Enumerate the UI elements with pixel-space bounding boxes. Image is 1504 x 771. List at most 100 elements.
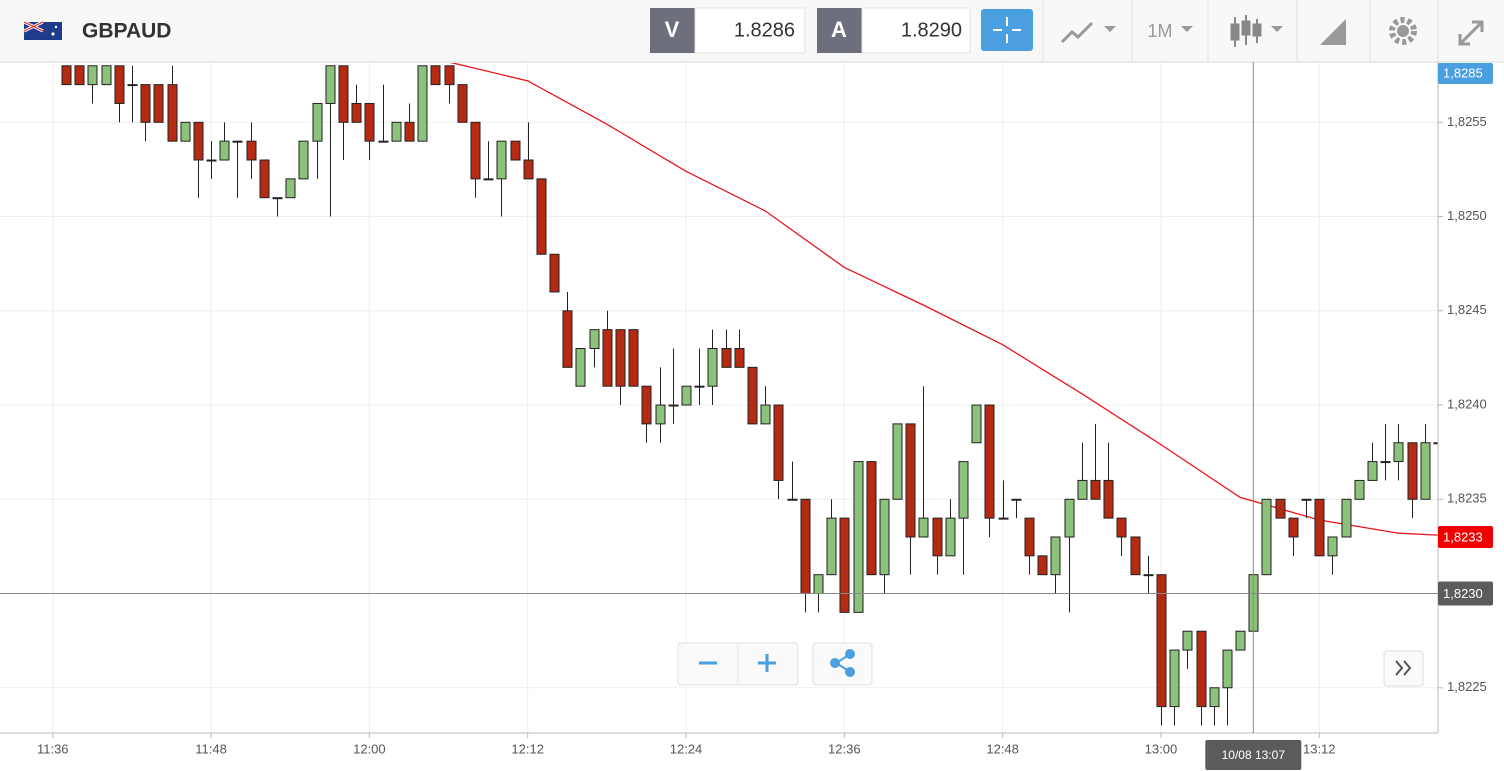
candle-body (470, 121, 481, 180)
candle-body (602, 329, 613, 387)
candle-body (918, 517, 929, 538)
candle-body (760, 404, 771, 425)
timeframe[interactable]: 1M (1147, 21, 1172, 41)
candle-body (483, 178, 494, 181)
draw-icon[interactable] (1320, 19, 1346, 45)
candle-body (1116, 517, 1127, 538)
candle-body (153, 84, 164, 123)
candle-body (1077, 479, 1088, 500)
candle-body (1050, 536, 1061, 576)
candle-body (668, 404, 679, 407)
candle-body (140, 84, 151, 123)
last-price-label: 1,8233 (1443, 529, 1483, 544)
x-tick-label: 12:48 (986, 741, 1019, 756)
x-tick-label: 13:00 (1145, 741, 1178, 756)
candle-body (1367, 461, 1378, 481)
candle-body (562, 310, 573, 368)
buy-price-box (861, 7, 971, 54)
candle-body (1103, 479, 1114, 519)
candle-body (721, 347, 732, 368)
candle-body (404, 121, 415, 142)
x-tick-label: 11:36 (37, 741, 69, 756)
candle-body (1064, 498, 1075, 538)
sell-button[interactable] (650, 8, 695, 53)
overlay: 10/08 13:07 1,8230 1,8233 1,8285 (0, 62, 1493, 770)
candle-body (826, 517, 837, 576)
candle-body (641, 385, 652, 425)
buy-button[interactable] (817, 8, 862, 53)
candle-body (232, 140, 243, 143)
candle-body (773, 404, 784, 481)
candle-body (127, 84, 138, 87)
x-tick-label: 12:12 (511, 741, 544, 756)
candle-body (430, 65, 441, 86)
plot (61, 63, 1438, 726)
candle-body (747, 366, 758, 425)
flag-star (51, 32, 55, 36)
offscale-price-badge (1438, 63, 1493, 84)
candle-body (1169, 649, 1180, 708)
candle-body (866, 461, 877, 576)
dropdown-arrow (1181, 26, 1193, 32)
y-tick-label: 1,8250 (1447, 208, 1487, 223)
candle-body (853, 461, 864, 613)
candle-body (945, 517, 956, 557)
candle-body (391, 121, 402, 142)
zoom-controls (677, 642, 1424, 687)
flag-star (54, 25, 58, 29)
chart-type-icon[interactable] (1230, 15, 1262, 47)
candle-body (351, 102, 362, 123)
candle-body (272, 197, 283, 200)
toolbar: GBPAUD V 1.8286 A 1.8290 1M (0, 0, 1504, 63)
candle-body (681, 385, 692, 406)
indicator-icon[interactable] (1060, 21, 1094, 44)
candle-body (101, 65, 112, 86)
candle-body (444, 65, 455, 86)
settings-icon[interactable] (1389, 17, 1417, 45)
fullscreen-icon[interactable] (1458, 20, 1484, 46)
y-tick-label: 1,8240 (1447, 396, 1487, 411)
candle-body (1314, 498, 1325, 557)
x-tick-label: 12:00 (353, 741, 386, 756)
candle-body (589, 329, 600, 349)
candle-body (839, 517, 850, 613)
crosshair-icon (993, 17, 1021, 43)
crosshair-y-label: 1,8230 (1443, 586, 1483, 601)
candle-body (417, 65, 428, 142)
candle-body (1275, 498, 1286, 519)
flag-cross-red (23, 21, 44, 32)
sell-price: 1.8286 (734, 19, 795, 41)
candle-body (1380, 461, 1391, 464)
candle-body (167, 84, 178, 142)
candle-body (338, 65, 349, 123)
candle-body (905, 423, 916, 538)
y-tick-label: 1,8255 (1447, 114, 1487, 129)
candle-body (813, 574, 824, 595)
candle-body (1182, 630, 1193, 651)
candle-body (1011, 498, 1022, 501)
x-tick-label: 13:12 (1303, 741, 1336, 756)
crosshair-x-badge (1205, 740, 1302, 770)
zoom-in[interactable] (758, 654, 776, 672)
x-tick-label: 12:36 (828, 741, 861, 756)
share-button[interactable] (812, 642, 873, 686)
candle-body (1393, 442, 1404, 463)
scroll-end-button[interactable] (1383, 650, 1424, 687)
crosshair-y-badge (1438, 581, 1493, 606)
offscale-price-label: 1,8285 (1443, 65, 1483, 80)
candle-body (285, 178, 296, 199)
candle-body (1327, 536, 1338, 557)
candle-body (1143, 574, 1154, 577)
symbol: GBPAUD (82, 20, 171, 43)
settings-icon-core (1397, 25, 1409, 37)
crosshair-button[interactable] (981, 9, 1033, 51)
candle-body (1354, 479, 1365, 500)
candle-body (734, 347, 745, 368)
candle-body (1037, 555, 1048, 576)
candle-body (879, 498, 890, 576)
candle-body (1420, 442, 1431, 500)
candle-body (655, 404, 666, 425)
candle-body (74, 65, 85, 86)
candle-body (114, 65, 125, 104)
share-icon (830, 649, 855, 677)
